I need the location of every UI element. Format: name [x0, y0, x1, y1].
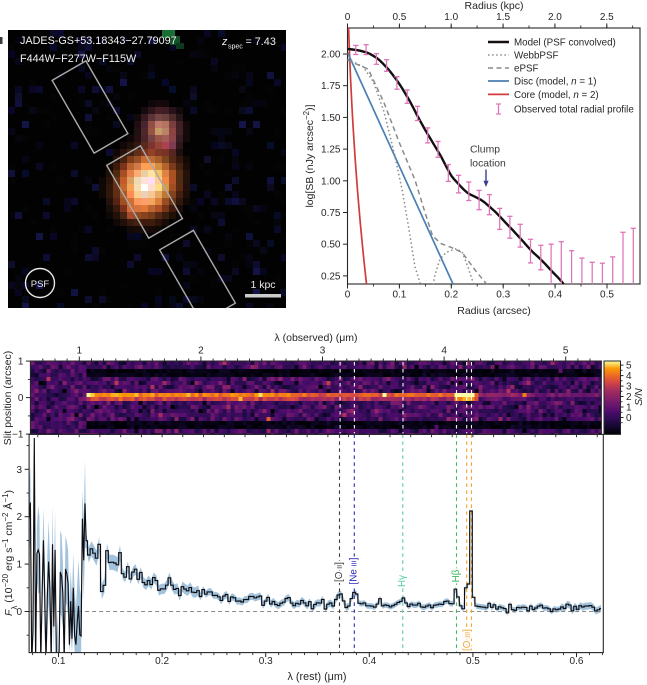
svg-text:0.50: 0.50: [321, 240, 341, 251]
svg-text:Radius (kpc): Radius (kpc): [465, 0, 524, 12]
svg-text:2: 2: [17, 512, 23, 523]
svg-text:[O II]: [O II]: [334, 562, 345, 582]
svg-text:1: 1: [626, 403, 632, 414]
svg-text:Core (model, n = 2): Core (model, n = 2): [514, 90, 599, 101]
svg-text:Hγ: Hγ: [397, 575, 408, 587]
svg-text:0.5: 0.5: [600, 290, 614, 301]
svg-text:1: 1: [18, 357, 24, 368]
svg-text:WebbPSF: WebbPSF: [514, 51, 558, 62]
svg-text:1.75: 1.75: [321, 81, 341, 92]
svg-text:0.2: 0.2: [444, 290, 458, 301]
svg-text:Slit position (arcsec): Slit position (arcsec): [2, 351, 14, 446]
svg-text:1.25: 1.25: [321, 145, 341, 156]
svg-text:[Ne III]: [Ne III]: [349, 557, 360, 584]
svg-text:PSF: PSF: [31, 279, 50, 290]
svg-text:2.00: 2.00: [321, 50, 341, 61]
svg-text:4: 4: [626, 371, 632, 382]
svg-text:0.1: 0.1: [52, 656, 66, 667]
svg-text:log[SB (nJy arcsec−2)]: log[SB (nJy arcsec−2)]: [302, 104, 317, 207]
svg-text:1: 1: [77, 346, 83, 357]
svg-text:Observed total radial profile: Observed total radial profile: [514, 105, 634, 116]
svg-text:F444W−F277W−F115W: F444W−F277W−F115W: [20, 53, 137, 65]
svg-text:ePSF: ePSF: [514, 64, 539, 75]
svg-text:2.0: 2.0: [548, 12, 562, 23]
svg-text:1.00: 1.00: [321, 176, 341, 187]
svg-text:0: 0: [18, 393, 24, 404]
svg-text:−1: −1: [12, 430, 24, 441]
svg-text:location: location: [470, 159, 506, 170]
svg-text:1 kpc: 1 kpc: [250, 279, 275, 291]
svg-text:0.4: 0.4: [548, 290, 562, 301]
svg-text:Radius (arcsec): Radius (arcsec): [457, 305, 531, 317]
svg-text:0.5: 0.5: [392, 12, 406, 23]
svg-text:0: 0: [345, 12, 351, 23]
svg-text:0.25: 0.25: [321, 271, 341, 282]
svg-text:[O III]: [O III]: [462, 629, 473, 651]
svg-text:1.0: 1.0: [444, 12, 458, 23]
svg-text:Model (PSF convolved): Model (PSF convolved): [514, 38, 616, 49]
svg-text:3: 3: [626, 382, 632, 393]
svg-text:λ (rest) (μm): λ (rest) (μm): [288, 671, 347, 683]
svg-text:2: 2: [198, 346, 204, 357]
svg-text:0: 0: [17, 607, 23, 618]
svg-text:0: 0: [345, 290, 351, 301]
svg-text:0.4: 0.4: [362, 656, 376, 667]
svg-text:λ (observed) (μm): λ (observed) (μm): [274, 332, 357, 344]
svg-text:S/N: S/N: [633, 388, 645, 406]
svg-text:z: z: [221, 36, 228, 48]
svg-text:4: 4: [441, 346, 447, 357]
svg-text:2.5: 2.5: [600, 12, 614, 23]
svg-text:JADES-GS+53.18343−27.79097: JADES-GS+53.18343−27.79097: [20, 35, 177, 47]
svg-text:0.6: 0.6: [570, 656, 584, 667]
svg-text:5: 5: [626, 361, 632, 372]
svg-text:0.1: 0.1: [392, 290, 406, 301]
svg-text:Clump: Clump: [470, 145, 500, 156]
svg-text:= 7.43: = 7.43: [246, 36, 276, 48]
svg-text:0.2: 0.2: [155, 656, 169, 667]
svg-text:spec: spec: [228, 44, 243, 51]
svg-text:0.3: 0.3: [496, 290, 510, 301]
svg-text:Hβ: Hβ: [451, 569, 462, 582]
svg-text:5: 5: [563, 346, 569, 357]
svg-text:3: 3: [320, 346, 326, 357]
svg-text:Disc (model, n = 1): Disc (model, n = 1): [514, 77, 597, 88]
svg-text:0.5: 0.5: [466, 656, 480, 667]
svg-text:1.5: 1.5: [496, 12, 510, 23]
svg-text:0.3: 0.3: [259, 656, 273, 667]
svg-text:1.50: 1.50: [321, 113, 341, 124]
svg-text:1: 1: [17, 560, 23, 571]
svg-text:2: 2: [626, 392, 632, 403]
svg-text:3: 3: [17, 465, 23, 476]
svg-text:0: 0: [626, 413, 632, 424]
svg-text:0.75: 0.75: [321, 208, 341, 219]
